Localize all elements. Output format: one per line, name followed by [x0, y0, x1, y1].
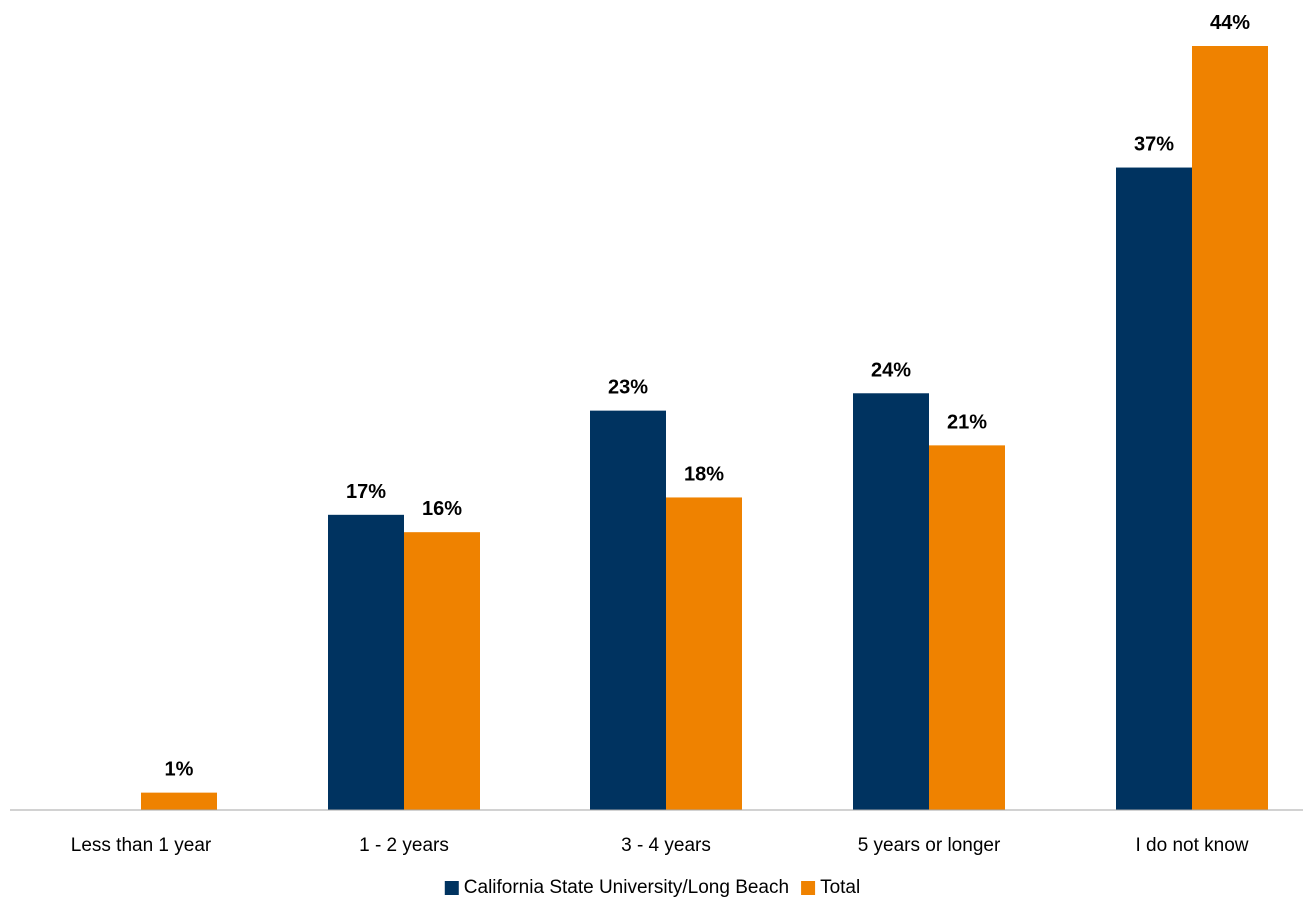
bar-total-1 — [404, 532, 480, 810]
bar-csulb-1 — [328, 514, 404, 810]
legend-label-0: California State University/Long Beach — [464, 877, 789, 898]
data-label-total-0: 1% — [165, 759, 194, 781]
data-label-csulb-4: 37% — [1134, 134, 1174, 156]
data-label-total-2: 18% — [684, 463, 724, 485]
data-label-csulb-1: 17% — [346, 481, 386, 503]
bar-csulb-2 — [590, 410, 666, 810]
bar-total-0 — [141, 792, 217, 810]
x-tick-label-2: 3 - 4 years — [621, 835, 711, 856]
legend: California State University/Long Beach To… — [444, 877, 860, 898]
legend-swatch-0 — [444, 881, 459, 895]
data-label-total-4: 44% — [1210, 12, 1250, 34]
bar-csulb-4 — [1116, 167, 1192, 810]
bar-total-3 — [929, 445, 1005, 810]
x-tick-label-3: 5 years or longer — [858, 835, 1001, 856]
bars-layer — [141, 46, 1268, 810]
x-tick-label-0: Less than 1 year — [71, 835, 212, 856]
bar-csulb-3 — [853, 393, 929, 810]
x-tick-labels: Less than 1 year 1 - 2 years 3 - 4 years 5 … — [71, 835, 1249, 856]
bar-total-4 — [1192, 46, 1268, 810]
x-tick-label-4: I do not know — [1135, 835, 1248, 856]
legend-swatch-1 — [801, 881, 816, 895]
data-label-csulb-3: 24% — [871, 359, 911, 381]
data-labels-layer: 1% 17% 16% 23% 18% 24% 21% 37% 44% — [165, 12, 1251, 781]
x-tick-label-1: 1 - 2 years — [359, 835, 449, 856]
data-label-csulb-2: 23% — [608, 377, 648, 399]
legend-label-1: Total — [820, 877, 860, 898]
data-label-total-1: 16% — [422, 498, 462, 520]
bar-total-2 — [666, 497, 742, 810]
data-label-total-3: 21% — [947, 411, 987, 433]
